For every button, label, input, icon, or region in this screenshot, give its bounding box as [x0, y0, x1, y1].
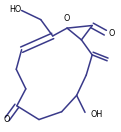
Text: O: O — [3, 115, 10, 124]
Text: O: O — [64, 14, 70, 23]
Text: HO: HO — [10, 5, 22, 14]
Text: O: O — [109, 29, 115, 38]
Text: OH: OH — [90, 110, 103, 119]
